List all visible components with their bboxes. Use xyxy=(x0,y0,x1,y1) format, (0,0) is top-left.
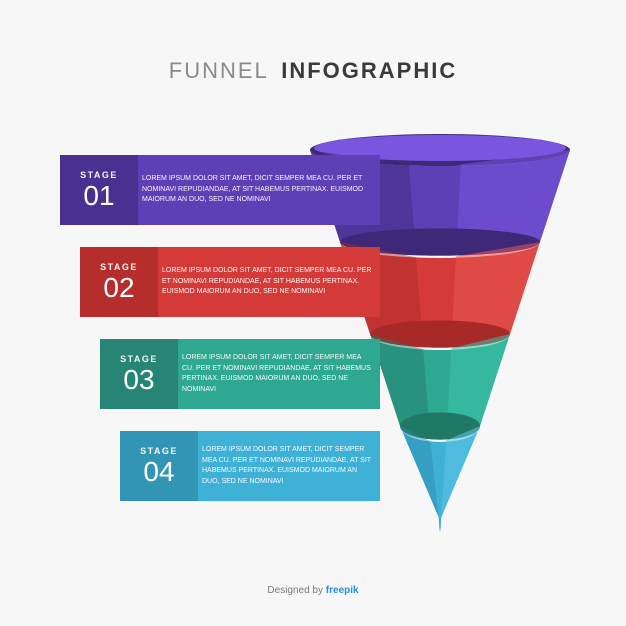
stage-number: 03 xyxy=(123,366,154,394)
stage-number-box: STAGE 04 xyxy=(120,431,198,501)
credit-prefix: Designed by xyxy=(267,585,325,596)
stage-row-4: STAGE 04 LOREM IPSUM DOLOR SIT AMET, DICIT… xyxy=(120,431,380,501)
stage-description: LOREM IPSUM DOLOR SIT AMET, DICIT SEMPER… xyxy=(158,247,380,317)
stage-description: LOREM IPSUM DOLOR SIT AMET, DICIT SEMPER… xyxy=(178,339,380,409)
stage-row-2: STAGE 02 LOREM IPSUM DOLOR SIT AMET, DICIT… xyxy=(80,247,380,317)
stage-number-box: STAGE 03 xyxy=(100,339,178,409)
stage-number: 02 xyxy=(103,274,134,302)
stage-number-box: STAGE 02 xyxy=(80,247,158,317)
stage-number-box: STAGE 01 xyxy=(60,155,138,225)
stage-description: LOREM IPSUM DOLOR SIT AMET, DICIT SEMPER… xyxy=(198,431,380,501)
title-word-2: INFOGRAPHIC xyxy=(281,58,457,83)
stage-row-3: STAGE 03 LOREM IPSUM DOLOR SIT AMET, DICIT… xyxy=(100,339,380,409)
stage-number: 01 xyxy=(83,182,114,210)
stage-label: STAGE xyxy=(120,354,158,364)
page-title: FUNNEL INFOGRAPHIC xyxy=(0,0,626,84)
stage-row-1: STAGE 01 LOREM IPSUM DOLOR SIT AMET, DICIT… xyxy=(60,155,380,225)
stage-number: 04 xyxy=(143,458,174,486)
stage-label: STAGE xyxy=(140,446,178,456)
title-word-1: FUNNEL xyxy=(169,58,269,83)
stage-label: STAGE xyxy=(100,262,138,272)
credit-brand: freepik xyxy=(326,585,359,596)
stage-description: LOREM IPSUM DOLOR SIT AMET, DICIT SEMPER… xyxy=(138,155,380,225)
credit-line: Designed by freepik xyxy=(0,585,626,596)
stage-label: STAGE xyxy=(80,170,118,180)
stages-list: STAGE 01 LOREM IPSUM DOLOR SIT AMET, DICIT… xyxy=(60,155,380,523)
